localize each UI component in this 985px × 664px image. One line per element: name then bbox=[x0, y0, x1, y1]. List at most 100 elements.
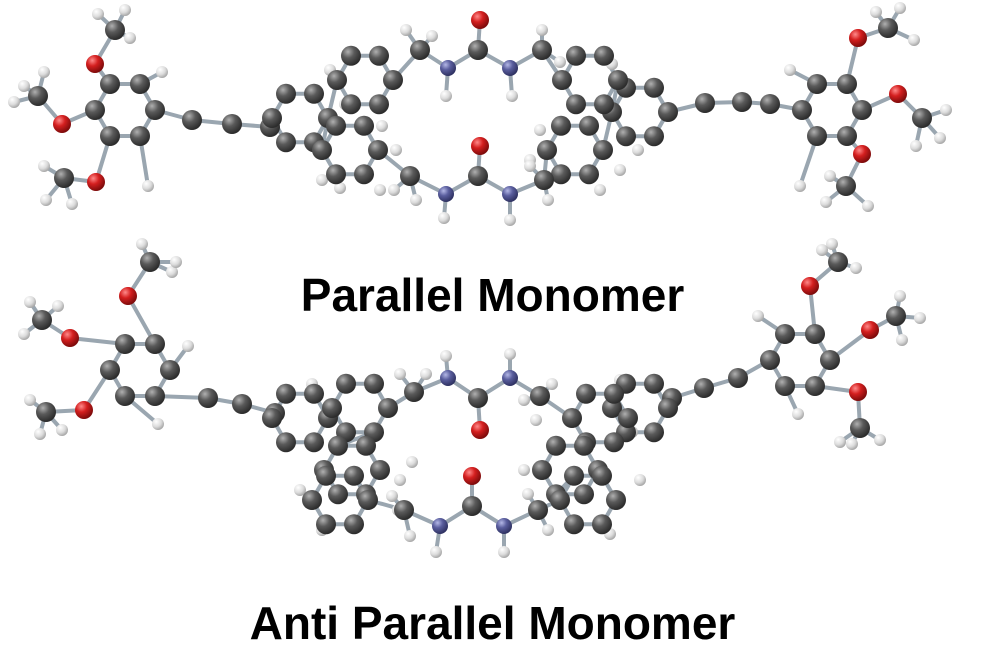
hydrogen-atom bbox=[394, 474, 406, 486]
carbon-atom bbox=[562, 408, 582, 428]
hydrogen-atom bbox=[400, 24, 412, 36]
carbon-atom bbox=[115, 386, 135, 406]
carbon-atom bbox=[760, 94, 780, 114]
hydrogen-atom bbox=[534, 124, 546, 136]
hydrogen-atom bbox=[908, 34, 920, 46]
carbon-atom bbox=[262, 108, 282, 128]
carbon-atom bbox=[805, 324, 825, 344]
hydrogen-atom bbox=[874, 434, 886, 446]
hydrogen-atom bbox=[124, 32, 136, 44]
hydrogen-atom bbox=[38, 160, 50, 172]
nitrogen-atom bbox=[432, 518, 448, 534]
hydrogen-atom bbox=[504, 348, 516, 360]
hydrogen-atom bbox=[752, 310, 764, 322]
carbon-atom bbox=[836, 176, 856, 196]
hydrogen-atom bbox=[119, 4, 131, 16]
carbon-atom bbox=[302, 490, 322, 510]
carbon-atom bbox=[537, 140, 557, 160]
carbon-atom bbox=[694, 378, 714, 398]
hydrogen-atom bbox=[440, 350, 452, 362]
hydrogen-atom bbox=[406, 456, 418, 468]
hydrogen-atom bbox=[92, 8, 104, 20]
carbon-atom bbox=[820, 350, 840, 370]
nitrogen-atom bbox=[502, 370, 518, 386]
carbon-atom bbox=[564, 514, 584, 535]
nitrogen-atom bbox=[496, 518, 512, 534]
hydrogen-atom bbox=[940, 104, 952, 116]
hydrogen-atom bbox=[504, 214, 516, 226]
hydrogen-atom bbox=[40, 194, 52, 206]
hydrogen-atom bbox=[518, 464, 530, 476]
hydrogen-atom bbox=[870, 6, 882, 18]
carbon-atom bbox=[760, 350, 780, 370]
oxygen-atom bbox=[75, 401, 93, 419]
oxygen-atom bbox=[889, 85, 907, 103]
carbon-atom bbox=[728, 368, 748, 388]
carbon-atom bbox=[550, 490, 570, 510]
nitrogen-atom bbox=[502, 60, 518, 76]
oxygen-atom bbox=[61, 329, 79, 347]
carbon-atom bbox=[552, 70, 572, 90]
hydrogen-atom bbox=[896, 334, 908, 346]
hydrogen-atom bbox=[518, 394, 530, 406]
carbon-atom bbox=[36, 402, 56, 422]
hydrogen-atom bbox=[66, 198, 78, 210]
carbon-atom bbox=[912, 108, 932, 128]
carbon-atom bbox=[644, 126, 664, 147]
carbon-atom bbox=[369, 94, 389, 115]
hydrogen-atom bbox=[894, 290, 906, 302]
hydrogen-atom bbox=[546, 378, 558, 390]
hydrogen-atom bbox=[410, 194, 422, 206]
carbon-atom bbox=[551, 115, 571, 136]
carbon-atom bbox=[594, 45, 614, 66]
carbon-atom bbox=[100, 360, 120, 380]
hydrogen-atom bbox=[52, 300, 64, 312]
carbon-atom bbox=[468, 388, 488, 408]
oxygen-atom bbox=[86, 55, 104, 73]
carbon-atom bbox=[326, 115, 346, 136]
carbon-atom bbox=[115, 334, 135, 354]
carbon-atom bbox=[534, 170, 554, 190]
carbon-atom bbox=[608, 70, 628, 90]
carbon-atom bbox=[644, 373, 664, 394]
hydrogen-atom bbox=[156, 66, 168, 78]
oxygen-atom bbox=[849, 29, 867, 47]
carbon-atom bbox=[828, 252, 848, 272]
oxygen-atom bbox=[471, 11, 489, 29]
carbon-atom bbox=[462, 496, 482, 516]
hydrogen-atom bbox=[632, 144, 644, 156]
carbon-atom bbox=[105, 20, 125, 40]
carbon-atom bbox=[130, 74, 150, 94]
hydrogen-atom bbox=[910, 140, 922, 152]
hydrogen-atom bbox=[784, 64, 796, 76]
hydrogen-atom bbox=[376, 120, 388, 132]
hydrogen-atom bbox=[170, 256, 182, 268]
carbon-atom bbox=[579, 164, 599, 185]
hydrogen-atom bbox=[934, 132, 946, 144]
carbon-atom bbox=[592, 465, 612, 486]
hydrogen-atom bbox=[826, 238, 838, 250]
carbon-atom bbox=[593, 140, 613, 160]
carbon-atom bbox=[326, 164, 346, 185]
hydrogen-atom bbox=[136, 238, 148, 250]
carbon-atom bbox=[383, 70, 403, 90]
carbon-atom bbox=[341, 94, 361, 115]
oxygen-atom bbox=[463, 467, 481, 485]
carbon-atom bbox=[604, 383, 624, 404]
carbon-atom bbox=[775, 376, 795, 396]
carbon-atom bbox=[404, 382, 424, 402]
carbon-atom bbox=[100, 74, 120, 94]
nitrogen-atom bbox=[440, 60, 456, 76]
carbon-atom bbox=[276, 132, 296, 153]
carbon-atom bbox=[805, 376, 825, 396]
carbon-atom bbox=[695, 93, 715, 113]
carbon-atom bbox=[354, 164, 374, 185]
carbon-atom bbox=[850, 418, 870, 438]
carbon-atom bbox=[304, 432, 324, 453]
carbon-atom bbox=[574, 484, 594, 505]
carbon-atom bbox=[54, 168, 74, 188]
carbon-atom bbox=[328, 484, 348, 505]
carbon-atom bbox=[732, 92, 752, 112]
carbon-atom bbox=[232, 394, 252, 414]
carbon-atom bbox=[530, 386, 550, 406]
